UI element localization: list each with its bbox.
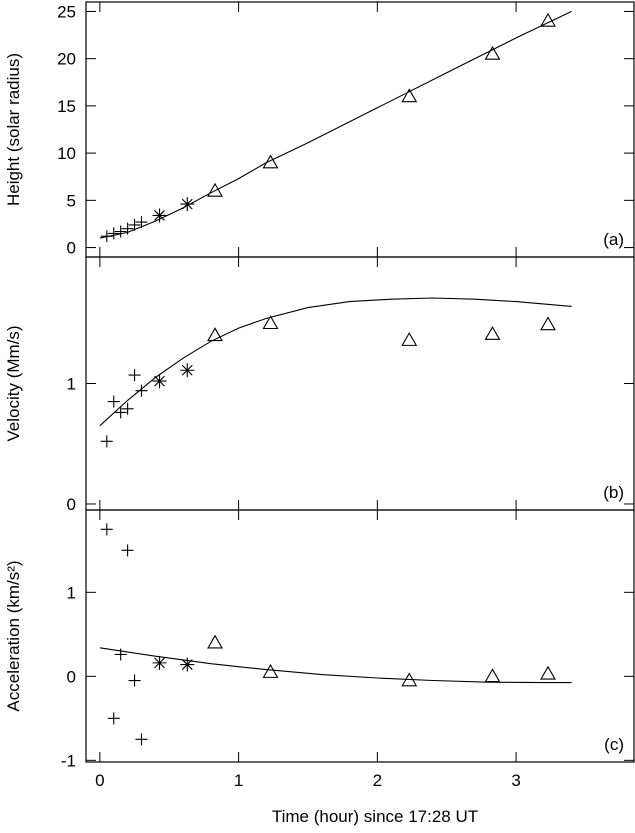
plus-marker (121, 402, 134, 415)
triangle-marker (540, 12, 556, 27)
asterisk-marker (152, 208, 167, 223)
plus-marker (107, 395, 120, 408)
plus-marker (100, 435, 113, 448)
triangle-marker (484, 325, 501, 340)
triangle-marker (207, 182, 223, 197)
x-tick-label: 2 (373, 771, 382, 790)
plus-marker (114, 406, 127, 419)
plot-frame-3 (85, 509, 635, 763)
triangle-marker (262, 154, 279, 169)
asterisk-marker (180, 363, 195, 378)
y-tick-label: 0 (67, 239, 76, 258)
x-tick-label: 3 (511, 771, 520, 790)
y-axis-label: Velocity (Mm/s) (4, 325, 23, 441)
y-tick-label: 5 (67, 191, 76, 210)
y-tick-label: 10 (57, 144, 76, 163)
x-axis-label: Time (hour) since 17:28 UT (272, 807, 478, 826)
triangle-marker (540, 665, 556, 680)
triangle-marker (207, 634, 223, 649)
plus-marker (128, 218, 141, 231)
plus-marker (114, 648, 127, 661)
plus-marker (128, 369, 141, 382)
plus-marker (128, 674, 141, 687)
y-tick-label: 15 (57, 97, 76, 116)
panel-label: (a) (603, 230, 624, 249)
asterisk-marker (152, 655, 167, 670)
y-tick-label: 20 (57, 50, 76, 69)
y-tick-label: 1 (67, 583, 76, 602)
triangle-marker (401, 672, 418, 687)
fit-curve (99, 647, 572, 684)
triangle-marker (262, 315, 279, 330)
plot-frame-1 (85, 1, 635, 258)
y-tick-label: 0 (67, 495, 76, 514)
plus-marker (135, 384, 148, 397)
triangle-marker (262, 664, 279, 678)
panel-label: (c) (604, 735, 624, 754)
y-axis-label: Height (solar radius) (4, 53, 23, 206)
asterisk-marker (180, 657, 195, 672)
plus-marker (121, 222, 134, 235)
plus-marker (121, 544, 134, 557)
asterisk-marker (180, 197, 195, 212)
y-tick-label: 25 (57, 2, 76, 21)
asterisk-marker (152, 374, 167, 389)
y-tick-label: 1 (67, 375, 76, 394)
y-tick-label: -1 (61, 751, 76, 770)
panel-label: (b) (603, 483, 624, 502)
fit-curve (99, 10, 572, 239)
plus-marker (135, 733, 148, 746)
y-axis-label: Acceleration (km/s²) (4, 560, 23, 711)
triangle-marker (484, 45, 501, 60)
x-tick-label: 0 (95, 771, 104, 790)
triangle-marker (401, 332, 418, 346)
plus-marker (100, 230, 113, 243)
triangle-marker (484, 668, 501, 683)
plus-marker (100, 523, 113, 536)
plot-frame-2 (85, 256, 635, 511)
triangle-marker (207, 327, 223, 342)
plus-marker (114, 225, 127, 238)
y-tick-label: 0 (67, 667, 76, 686)
plus-marker (107, 227, 120, 240)
triangle-marker (401, 88, 418, 103)
fit-curve (99, 297, 572, 427)
plus-marker (135, 216, 148, 229)
x-tick-label: 1 (234, 771, 243, 790)
triangle-marker (540, 316, 556, 331)
plus-marker (107, 712, 120, 725)
